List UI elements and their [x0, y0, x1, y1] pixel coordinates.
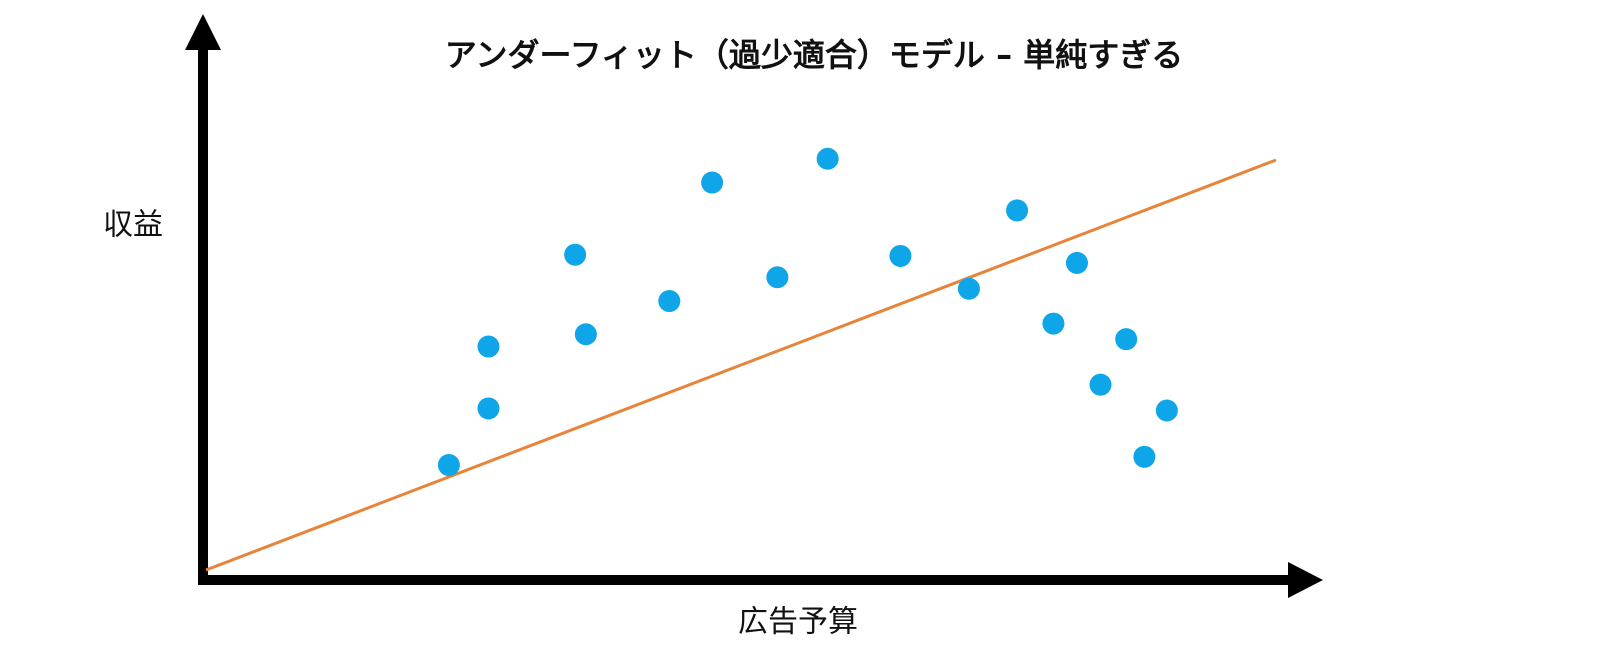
data-point: [477, 397, 500, 420]
data-point: [658, 290, 681, 313]
data-point: [1133, 445, 1156, 468]
data-point: [574, 323, 597, 346]
data-point: [1089, 373, 1112, 396]
fit-line: [205, 158, 1277, 572]
x-axis-arrow: [1288, 562, 1323, 598]
data-point: [564, 243, 587, 266]
data-point: [957, 277, 980, 300]
data-point: [766, 266, 789, 289]
data-point: [477, 335, 500, 358]
data-point: [1065, 251, 1088, 274]
data-point: [1042, 312, 1065, 335]
data-point: [889, 244, 912, 267]
chart-title: アンダーフィット（過少適合）モデル – 単純すぎる: [445, 36, 1183, 74]
data-point: [1115, 328, 1138, 351]
y-axis-label: 収益: [103, 208, 163, 243]
x-axis-label: 広告予算: [738, 605, 858, 640]
y-axis-arrow: [185, 14, 221, 50]
data-point: [701, 171, 724, 194]
data-point: [1006, 199, 1029, 222]
data-point: [816, 147, 839, 170]
data-point: [1155, 399, 1178, 422]
data-point: [437, 454, 460, 477]
